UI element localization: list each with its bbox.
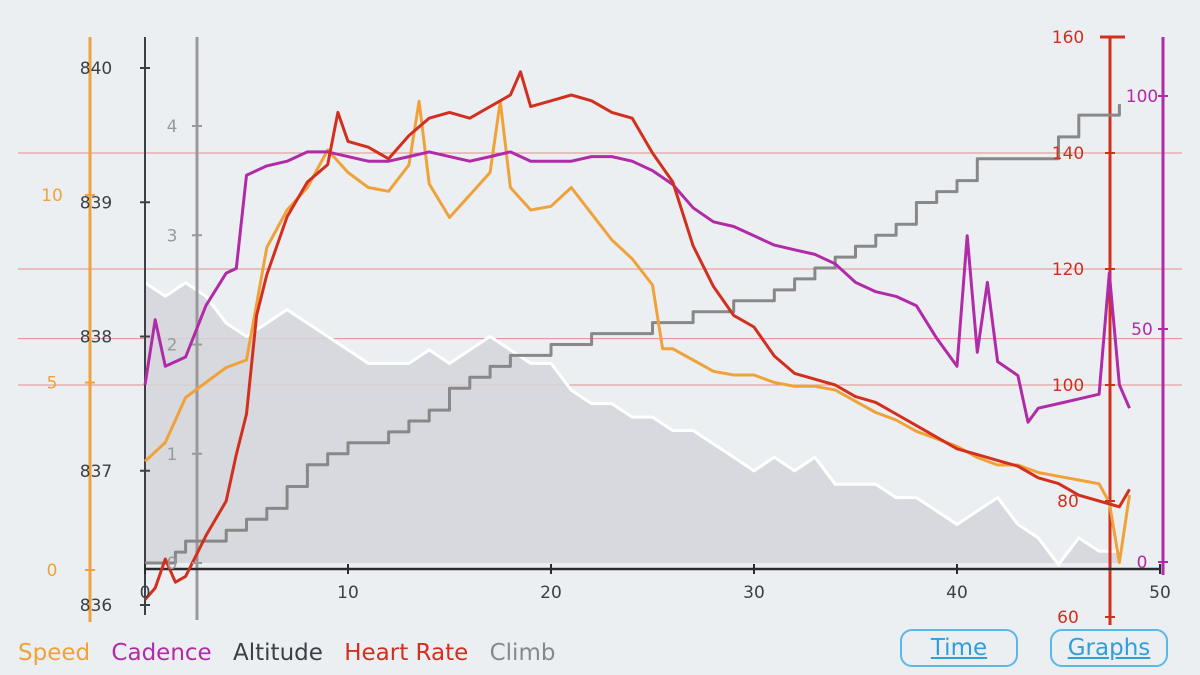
- tick-x-40: 40: [946, 583, 968, 603]
- tick-x-30: 30: [743, 583, 765, 603]
- tick-cadence-0: 0: [1137, 553, 1148, 573]
- tick-climb-0: 0: [167, 554, 178, 574]
- legend-speed: Speed: [18, 640, 91, 666]
- graphs-button[interactable]: Graphs: [1050, 629, 1168, 667]
- elevation-profile-line: [144, 281, 1120, 568]
- tick-heart_rate-60: 60: [1057, 608, 1079, 628]
- tick-climb-2: 2: [167, 336, 178, 356]
- tick-speed-5: 5: [47, 374, 58, 394]
- legend-climb: Climb: [489, 640, 556, 666]
- legend-heart-rate: Heart Rate: [344, 640, 469, 666]
- tick-cadence-100: 100: [1126, 87, 1158, 107]
- tick-cadence-50: 50: [1131, 320, 1153, 340]
- series-cadence: [143, 150, 1131, 424]
- tick-labels: 8368378388398400123405106080100120140160…: [41, 28, 1171, 628]
- series-climb: [145, 104, 1121, 565]
- tick-speed-10: 10: [41, 186, 63, 206]
- tick-heart_rate-80: 80: [1057, 492, 1079, 512]
- tick-heart_rate-120: 120: [1052, 260, 1084, 280]
- legend-cadence: Cadence: [111, 640, 212, 666]
- elevation-profile-fill: [145, 282, 1120, 565]
- tick-x-20: 20: [540, 583, 562, 603]
- series-speed: [143, 99, 1131, 564]
- legend-altitude: Altitude: [233, 640, 323, 666]
- time-button[interactable]: Time: [900, 629, 1018, 667]
- tick-speed-0: 0: [47, 561, 58, 581]
- series-heart-rate: [143, 70, 1131, 601]
- tick-heart_rate-160: 160: [1052, 28, 1084, 48]
- tick-x-10: 10: [337, 583, 359, 603]
- series-group: [143, 70, 1131, 601]
- tick-x-50: 50: [1149, 583, 1171, 603]
- tick-altitude-836: 836: [80, 596, 112, 616]
- tick-altitude-837: 837: [80, 462, 112, 482]
- tick-altitude-839: 839: [80, 193, 112, 213]
- tick-heart_rate-100: 100: [1052, 376, 1084, 396]
- tick-altitude-838: 838: [80, 328, 112, 348]
- tick-altitude-840: 840: [80, 59, 112, 79]
- chart-legend: Speed Cadence Altitude Heart Rate Climb: [18, 640, 569, 666]
- tick-heart_rate-140: 140: [1052, 144, 1084, 164]
- tick-climb-4: 4: [167, 117, 178, 137]
- tick-climb-3: 3: [167, 226, 178, 246]
- tick-x-0: 0: [140, 583, 151, 603]
- tick-climb-1: 1: [167, 445, 178, 465]
